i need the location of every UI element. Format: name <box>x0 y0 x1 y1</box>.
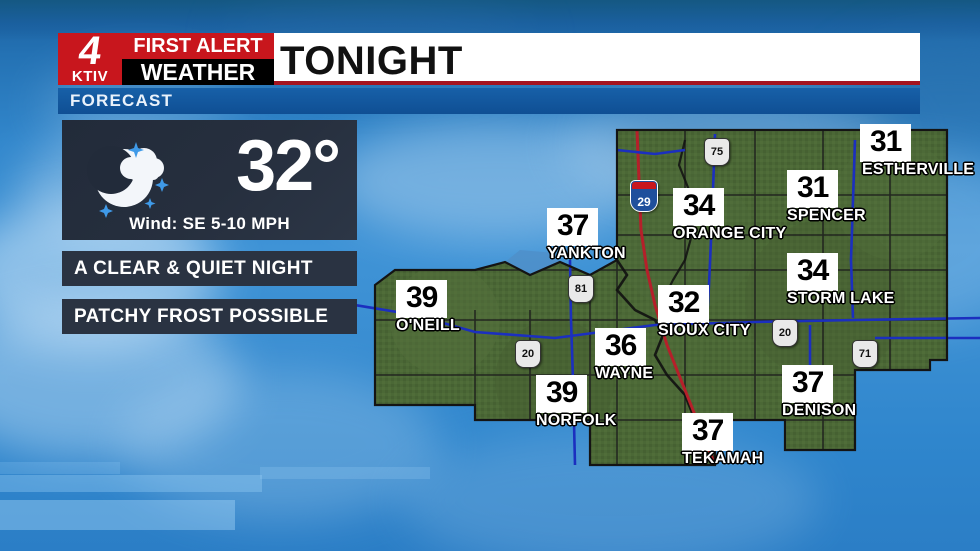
highway-shield-number: 71 <box>852 340 878 368</box>
forecast-note: A CLEAR & QUIET NIGHT <box>62 251 357 286</box>
forecast-note: PATCHY FROST POSSIBLE <box>62 299 357 334</box>
decor-band <box>0 500 235 530</box>
city-name: SPENCER <box>787 207 866 224</box>
highway-shield-number: 29 <box>630 180 658 212</box>
city-temp-label: 36 WAYNE <box>595 328 653 383</box>
ktiv-logo: 4 KTIV <box>58 29 122 85</box>
city-temp-label: 37 YANKTON <box>547 208 626 263</box>
city-name: DENISON <box>782 402 857 419</box>
highway-shield-number: 20 <box>772 319 798 347</box>
city-temperature: 31 <box>787 170 839 208</box>
first-alert-label: FIRST ALERT <box>133 34 263 57</box>
forecast-subtitle-bar: FORECAST <box>58 88 920 114</box>
city-temperature: 37 <box>682 413 734 451</box>
city-temp-label: 34 STORM LAKE <box>787 253 894 308</box>
decor-band <box>0 462 120 474</box>
city-name: ESTHERVILLE <box>862 161 975 178</box>
highway-shield-icon: 71 <box>852 340 878 368</box>
page-title: TONIGHT <box>280 39 463 83</box>
city-temp-label: 37 TEKAMAH <box>682 413 763 468</box>
weather-banner: WEATHER <box>122 59 274 85</box>
channel-number: 4 <box>75 29 105 73</box>
forecast-temperature: 32° <box>236 126 341 206</box>
highway-shield-number: 20 <box>515 340 541 368</box>
city-temperature: 36 <box>595 328 647 366</box>
city-temperature: 31 <box>860 124 912 162</box>
highway-shield-icon: 75 <box>704 138 730 166</box>
highway-shield-icon: 81 <box>568 275 594 303</box>
forecast-summary-card: 32° Wind: SE 5-10 MPH <box>62 120 357 240</box>
header-accent-line <box>120 81 920 85</box>
highway-shield-icon: 29 <box>630 180 658 212</box>
city-temp-label: 39 O'NEILL <box>396 280 460 335</box>
forecast-note-text: A CLEAR & QUIET NIGHT <box>74 257 313 279</box>
city-name: YANKTON <box>547 245 626 262</box>
weather-label: WEATHER <box>140 58 256 85</box>
city-name: STORM LAKE <box>787 290 895 307</box>
city-name: TEKAMAH <box>682 450 764 467</box>
city-temperature: 39 <box>396 280 448 318</box>
city-name: WAYNE <box>595 365 654 382</box>
city-temperature: 32 <box>658 285 710 323</box>
forecast-label: FORECAST <box>70 91 174 110</box>
station-callsign: KTIV <box>71 68 109 85</box>
city-temp-label: 39 NORFOLK <box>536 375 617 430</box>
highway-shield-icon: 20 <box>772 319 798 347</box>
city-temperature: 39 <box>536 375 588 413</box>
forecast-map: 75 29 81 20 20 71 31 ESTHERVILLE 31 SPENCER 34 ORA… <box>354 120 980 490</box>
city-temperature: 37 <box>547 208 599 246</box>
city-name: ORANGE CITY <box>673 225 787 242</box>
city-temp-label: 32 SIOUX CITY <box>658 285 751 340</box>
cloud-shape <box>330 120 660 240</box>
forecast-wind: Wind: SE 5-10 MPH <box>129 214 290 233</box>
city-name: O'NEILL <box>396 317 460 334</box>
forecast-note-text: PATCHY FROST POSSIBLE <box>74 305 329 327</box>
city-temp-label: 31 SPENCER <box>787 170 866 225</box>
city-temp-label: 34 ORANGE CITY <box>673 188 786 243</box>
highway-shield-number: 81 <box>568 275 594 303</box>
city-temp-label: 31 ESTHERVILLE <box>860 124 974 179</box>
moon-cloud-stars-icon <box>84 132 176 218</box>
city-temp-label: 37 DENISON <box>782 365 856 420</box>
first-alert-weather-logo: FIRST ALERT WEATHER <box>122 33 274 85</box>
city-temperature: 34 <box>673 188 725 226</box>
river-big-sioux <box>662 139 693 301</box>
map-outline <box>373 128 949 467</box>
city-temperature: 37 <box>782 365 834 403</box>
city-name: NORFOLK <box>536 412 617 429</box>
city-temperature: 34 <box>787 253 839 291</box>
first-alert-banner: FIRST ALERT <box>122 33 274 59</box>
decor-band <box>260 467 430 479</box>
decor-band <box>0 475 262 492</box>
city-name: SIOUX CITY <box>658 322 751 339</box>
highway-shield-icon: 20 <box>515 340 541 368</box>
highway-shield-number: 75 <box>704 138 730 166</box>
